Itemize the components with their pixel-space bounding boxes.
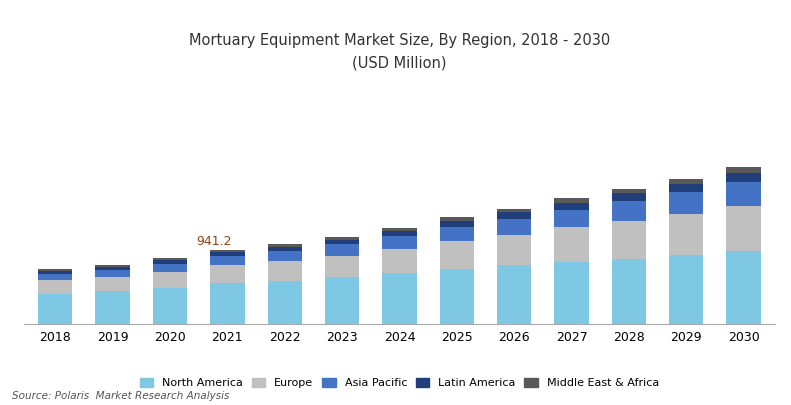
Bar — [38, 274, 73, 280]
Bar — [38, 294, 73, 324]
Bar — [153, 288, 187, 324]
Bar — [210, 283, 244, 324]
Title: Mortuary Equipment Market Size, By Region, 2018 - 2030
(USD Million): Mortuary Equipment Market Size, By Regio… — [189, 33, 610, 70]
Bar — [497, 265, 532, 324]
Bar — [382, 236, 417, 249]
Bar — [611, 221, 646, 259]
Bar — [96, 291, 130, 324]
Bar — [325, 244, 359, 256]
Bar — [325, 277, 359, 324]
Bar — [325, 237, 359, 240]
Bar — [440, 221, 474, 226]
Bar — [440, 226, 474, 241]
Bar — [440, 269, 474, 324]
Bar — [38, 269, 73, 271]
Bar — [554, 227, 589, 262]
Bar — [267, 244, 302, 247]
Bar — [267, 281, 302, 324]
Bar — [325, 240, 359, 244]
Bar — [38, 280, 73, 294]
Bar — [440, 217, 474, 221]
Bar — [382, 231, 417, 236]
Bar — [497, 234, 532, 265]
Bar — [382, 228, 417, 231]
Bar — [96, 265, 130, 266]
Bar — [611, 194, 646, 201]
Bar — [153, 258, 187, 260]
Bar — [440, 241, 474, 269]
Bar — [669, 192, 703, 214]
Bar — [611, 259, 646, 324]
Bar — [554, 203, 589, 210]
Bar — [96, 266, 130, 270]
Text: 941.2: 941.2 — [196, 235, 231, 248]
Bar — [96, 277, 130, 291]
Bar — [96, 270, 130, 277]
Text: Source: Polaris  Market Research Analysis: Source: Polaris Market Research Analysis — [12, 391, 229, 401]
Bar — [554, 262, 589, 324]
Bar — [726, 183, 761, 206]
Bar — [497, 213, 532, 219]
Bar — [153, 260, 187, 264]
Bar — [210, 256, 244, 265]
Bar — [267, 251, 302, 261]
Bar — [726, 251, 761, 324]
Bar — [153, 272, 187, 288]
Bar — [210, 252, 244, 256]
Bar — [325, 256, 359, 277]
Bar — [611, 201, 646, 221]
Bar — [669, 184, 703, 192]
Bar — [382, 249, 417, 273]
Bar — [669, 255, 703, 324]
Bar — [611, 189, 646, 194]
Bar — [554, 198, 589, 203]
Bar — [267, 261, 302, 281]
Bar — [726, 173, 761, 183]
Bar — [669, 179, 703, 184]
Bar — [497, 219, 532, 234]
Bar — [153, 264, 187, 272]
Bar — [554, 210, 589, 227]
Bar — [267, 247, 302, 251]
Bar — [726, 206, 761, 251]
Bar — [726, 167, 761, 173]
Bar — [210, 265, 244, 283]
Bar — [38, 271, 73, 274]
Legend: North America, Europe, Asia Pacific, Latin America, Middle East & Africa: North America, Europe, Asia Pacific, Lat… — [135, 373, 664, 392]
Bar — [497, 209, 532, 213]
Bar — [210, 250, 244, 252]
Bar — [669, 214, 703, 255]
Bar — [382, 273, 417, 324]
